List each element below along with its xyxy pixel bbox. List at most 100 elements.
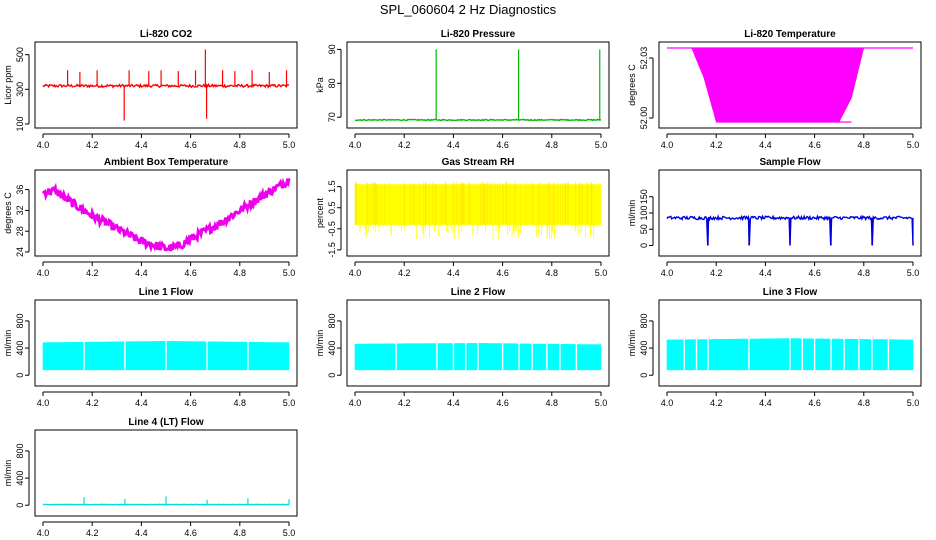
x-tick-label: 4.4 xyxy=(135,140,148,150)
x-tick-label: 4.8 xyxy=(234,398,247,408)
x-tick-label: 4.0 xyxy=(661,268,674,278)
panel-title: Line 4 (LT) Flow xyxy=(128,417,204,428)
y-tick-label: 1.5 xyxy=(327,180,337,193)
x-tick-label: 5.0 xyxy=(595,140,608,150)
y-tick-label: 800 xyxy=(639,313,649,328)
y-axis-label: ml/min xyxy=(3,330,13,357)
panel-title: Ambient Box Temperature xyxy=(104,157,229,168)
series-line xyxy=(42,82,290,89)
y-tick-label: 300 xyxy=(15,82,25,97)
series-line-3 xyxy=(666,337,914,371)
x-tick-label: 4.2 xyxy=(86,398,99,408)
series-line-2 xyxy=(354,342,602,371)
panel-title: Line 3 Flow xyxy=(763,287,818,298)
y-tick-label: 52.03 xyxy=(639,47,649,70)
x-tick-label: 4.4 xyxy=(135,268,148,278)
panel-rh: Gas Stream RH 4.0 4.2 4.4 4.6 4.8 5.0 -1.5 -0.5 0… xyxy=(315,157,610,278)
y-tick-label: 0 xyxy=(327,373,337,378)
x-tick-label: 4.0 xyxy=(37,140,50,150)
x-tick-label: 4.8 xyxy=(234,268,247,278)
x-tick-label: 4.6 xyxy=(184,398,197,408)
x-tick-label: 4.4 xyxy=(759,398,772,408)
series-temperature xyxy=(667,47,913,123)
x-tick-label: 4.2 xyxy=(710,268,723,278)
panel-title: Li-820 Pressure xyxy=(441,29,516,40)
series-line-4 xyxy=(42,496,290,506)
x-tick-label: 4.6 xyxy=(808,268,821,278)
y-axis-label: ml/min xyxy=(627,330,637,357)
panel-temperature: Li-820 Temperature 4.0 4.2 4.4 4.6 4.8 5.0 52.0… xyxy=(627,29,922,150)
y-tick-label: 0 xyxy=(15,373,25,378)
y-tick-label: 0 xyxy=(639,373,649,378)
x-tick-label: 5.0 xyxy=(283,140,296,150)
y-tick-label: 400 xyxy=(15,341,25,356)
panel-title: Line 1 Flow xyxy=(139,287,194,298)
plot-frame xyxy=(658,41,922,129)
x-tick-label: 4.4 xyxy=(759,140,772,150)
x-tick-label: 4.4 xyxy=(447,140,460,150)
x-tick-label: 5.0 xyxy=(283,398,296,408)
y-axis-label: degrees C xyxy=(627,64,637,106)
main-title: SPL_060604 2 Hz Diagnostics xyxy=(379,2,557,17)
y-axis-label: ml/min xyxy=(3,460,13,487)
panel-title: Li-820 Temperature xyxy=(744,29,836,40)
y-axis-label: degrees C xyxy=(3,192,13,234)
x-tick-label: 4.2 xyxy=(398,140,411,150)
x-tick-label: 4.4 xyxy=(135,528,148,538)
x-tick-label: 4.2 xyxy=(710,398,723,408)
x-tick-label: 4.6 xyxy=(496,140,509,150)
x-tick-label: 4.8 xyxy=(858,140,871,150)
y-tick-label: 0 xyxy=(15,503,25,508)
y-tick-label: 400 xyxy=(15,471,25,486)
y-tick-label: 800 xyxy=(327,313,337,328)
x-tick-label: 4.0 xyxy=(37,528,50,538)
plot-frame xyxy=(346,299,610,387)
x-tick-label: 4.4 xyxy=(135,398,148,408)
panel-line3: Line 3 Flow 4.0 4.2 4.4 4.6 4.8 5.0 0 400 800ml/m… xyxy=(627,287,922,408)
x-tick-label: 4.0 xyxy=(349,398,362,408)
x-tick-label: 4.4 xyxy=(759,268,772,278)
plot-frame xyxy=(658,299,922,387)
x-tick-label: 4.0 xyxy=(349,140,362,150)
x-tick-label: 4.2 xyxy=(710,140,723,150)
plot-frame xyxy=(346,169,610,257)
y-tick-label: 150 xyxy=(639,189,649,204)
x-tick-label: 4.6 xyxy=(184,140,197,150)
plot-frame xyxy=(346,41,610,129)
y-tick-label: -0.5 xyxy=(327,221,337,237)
x-tick-label: 5.0 xyxy=(595,268,608,278)
y-axis-label: ml/min xyxy=(315,330,325,357)
x-tick-label: 5.0 xyxy=(907,140,920,150)
y-tick-label: 28 xyxy=(15,226,25,236)
panel-line2: Line 2 Flow 4.0 4.2 4.4 4.6 4.8 5.0 0 400 800ml/m… xyxy=(315,287,610,408)
x-tick-label: 4.2 xyxy=(86,268,99,278)
x-tick-label: 4.6 xyxy=(496,268,509,278)
x-tick-label: 4.8 xyxy=(858,398,871,408)
panel-title: Sample Flow xyxy=(759,157,820,168)
x-tick-label: 5.0 xyxy=(907,398,920,408)
y-axis-label: ml/min xyxy=(627,200,637,227)
y-tick-label: 500 xyxy=(15,47,25,62)
plot-frame xyxy=(34,41,298,129)
series-line-1 xyxy=(42,340,290,371)
x-tick-label: 5.0 xyxy=(283,268,296,278)
plot-frame xyxy=(34,299,298,387)
x-tick-label: 4.4 xyxy=(447,398,460,408)
x-tick-label: 4.4 xyxy=(447,268,460,278)
panel-co2: Li-820 CO2 4.0 4.2 4.4 4.6 4.8 5.0 100 300 500Lic… xyxy=(3,29,298,150)
x-tick-label: 5.0 xyxy=(283,528,296,538)
panel-line4: Line 4 (LT) Flow 4.0 4.2 4.4 4.6 4.8 5.0 0 400 80… xyxy=(3,417,298,538)
y-tick-label: 36 xyxy=(15,185,25,195)
y-tick-label: 50 xyxy=(639,224,649,234)
x-tick-label: 5.0 xyxy=(907,268,920,278)
panel-line1: Line 1 Flow 4.0 4.2 4.4 4.6 4.8 5.0 0 400 800ml/m… xyxy=(3,287,298,408)
x-tick-label: 4.6 xyxy=(808,398,821,408)
x-tick-label: 4.8 xyxy=(234,140,247,150)
plot-frame xyxy=(34,429,298,517)
x-tick-label: 4.8 xyxy=(546,268,559,278)
x-tick-label: 4.8 xyxy=(546,140,559,150)
y-tick-label: 0.5 xyxy=(327,201,337,214)
x-tick-label: 4.2 xyxy=(398,398,411,408)
x-tick-label: 4.0 xyxy=(661,140,674,150)
